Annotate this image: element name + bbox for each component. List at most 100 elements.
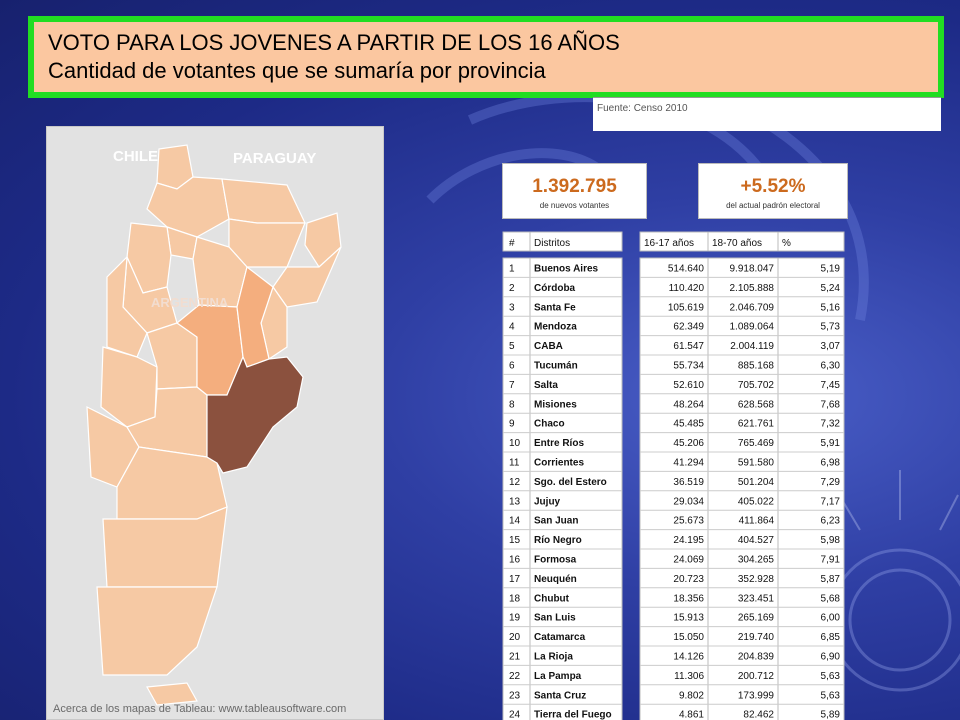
header-18-70: 18-70 años — [712, 238, 762, 249]
row-value-percent: 7,91 — [821, 555, 841, 566]
row-value-16-17: 14.126 — [673, 652, 704, 663]
row-value-percent: 6,85 — [821, 632, 841, 643]
row-value-percent: 6,98 — [821, 458, 841, 469]
row-rank: 20 — [509, 632, 521, 643]
row-value-16-17: 36.519 — [673, 477, 704, 488]
row-value-16-17: 514.640 — [668, 264, 705, 275]
row-value-percent: 5,63 — [821, 690, 841, 701]
row-rank: 6 — [509, 361, 515, 372]
row-value-18-70: 411.864 — [739, 516, 775, 527]
row-rank: 13 — [509, 496, 521, 507]
row-value-percent: 7,68 — [821, 399, 841, 410]
row-rank: 17 — [509, 574, 521, 585]
row-value-18-70: 2.004.119 — [730, 341, 774, 352]
row-value-percent: 6,30 — [821, 361, 841, 372]
row-value-18-70: 501.204 — [738, 477, 775, 488]
table-body-right — [639, 257, 845, 720]
province-chubut — [102, 506, 228, 588]
row-district: San Juan — [534, 516, 578, 527]
row-value-18-70: 304.265 — [738, 555, 775, 566]
row-rank: 16 — [509, 555, 521, 566]
province-map: CHILE PARAGUAY ARGENTINA Acerca de los m… — [46, 126, 384, 720]
table-body-left — [502, 257, 623, 720]
row-district: Tierra del Fuego — [534, 710, 612, 720]
row-district: San Luis — [534, 613, 576, 624]
row-value-16-17: 45.485 — [673, 419, 704, 430]
row-value-16-17: 9.802 — [679, 690, 704, 701]
row-value-16-17: 18.356 — [673, 593, 704, 604]
kpi-new-voters-label: de nuevos votantes — [539, 201, 610, 210]
row-value-18-70: 219.740 — [738, 632, 775, 643]
row-rank: 3 — [509, 302, 515, 313]
header-rank: # — [509, 238, 515, 249]
row-rank: 24 — [509, 710, 521, 720]
row-district: La Rioja — [534, 652, 573, 663]
province-tierra-del-fuego — [146, 682, 198, 706]
header-16-17: 16-17 años — [644, 238, 694, 249]
row-value-percent: 6,00 — [821, 613, 841, 624]
row-value-18-70: 173.999 — [738, 690, 775, 701]
row-value-18-70: 265.169 — [738, 613, 775, 624]
row-value-percent: 7,17 — [821, 496, 841, 507]
row-value-18-70: 621.761 — [738, 419, 775, 430]
row-rank: 9 — [509, 419, 515, 430]
page-title: VOTO PARA LOS JOVENES A PARTIR DE LOS 16… — [48, 30, 620, 55]
map-credit: Acerca de los mapas de Tableau: www.tabl… — [53, 703, 347, 715]
row-rank: 23 — [509, 690, 521, 701]
row-value-18-70: 705.702 — [738, 380, 775, 391]
row-value-18-70: 204.839 — [738, 652, 775, 663]
row-value-18-70: 2.046.709 — [730, 302, 775, 313]
row-district: Misiones — [534, 399, 577, 410]
row-value-16-17: 61.547 — [673, 341, 704, 352]
province-buenos-aires — [206, 355, 304, 474]
row-rank: 19 — [509, 613, 521, 624]
row-value-percent: 7,45 — [821, 380, 841, 391]
row-rank: 11 — [509, 458, 520, 469]
argentina-choropleth-map: CHILE PARAGUAY ARGENTINA — [47, 127, 383, 719]
row-value-16-17: 110.420 — [669, 283, 705, 294]
row-value-18-70: 628.568 — [738, 399, 775, 410]
row-rank: 18 — [509, 593, 521, 604]
row-value-percent: 5,68 — [821, 593, 841, 604]
row-value-percent: 6,90 — [821, 652, 841, 663]
row-value-percent: 7,32 — [821, 419, 841, 430]
row-value-16-17: 24.069 — [673, 555, 704, 566]
row-value-percent: 5,98 — [821, 535, 841, 546]
row-value-percent: 6,23 — [821, 516, 841, 527]
row-district: Córdoba — [534, 283, 576, 294]
row-district: Entre Ríos — [534, 438, 584, 449]
page-subtitle: Cantidad de votantes que se sumaría por … — [48, 58, 546, 83]
kpi-increase-value: +5.52% — [740, 176, 806, 197]
row-district: Buenos Aires — [534, 264, 599, 275]
row-rank: 1 — [509, 264, 515, 275]
source-label: Fuente: Censo 2010 — [597, 103, 688, 114]
row-value-percent: 3,07 — [821, 341, 841, 352]
row-district: Catamarca — [534, 632, 586, 643]
row-value-16-17: 45.206 — [673, 438, 704, 449]
row-value-percent: 5,16 — [821, 302, 841, 313]
row-value-16-17: 25.673 — [673, 516, 704, 527]
row-district: Formosa — [534, 555, 577, 566]
row-value-18-70: 9.918.047 — [730, 264, 775, 275]
row-district: Chubut — [534, 593, 570, 604]
row-value-16-17: 105.619 — [668, 302, 705, 313]
row-district: Salta — [534, 380, 558, 391]
row-value-18-70: 404.527 — [738, 535, 775, 546]
province-santa-cruz — [96, 586, 218, 676]
row-rank: 14 — [509, 516, 521, 527]
row-rank: 10 — [509, 438, 521, 449]
row-rank: 15 — [509, 535, 521, 546]
row-value-16-17: 24.195 — [673, 535, 704, 546]
row-rank: 7 — [509, 380, 515, 391]
row-value-18-70: 885.168 — [738, 361, 775, 372]
row-value-16-17: 52.610 — [673, 380, 704, 391]
kpi-increase-label: del actual padrón electoral — [726, 201, 820, 210]
row-district: Chaco — [534, 419, 565, 430]
header-percent: % — [782, 238, 791, 249]
row-district: Sgo. del Estero — [534, 477, 607, 488]
title-banner: VOTO PARA LOS JOVENES A PARTIR DE LOS 16… — [28, 16, 944, 98]
kpi-increase: +5.52% del actual padrón electoral — [698, 163, 848, 219]
row-rank: 2 — [509, 283, 515, 294]
row-rank: 8 — [509, 399, 515, 410]
row-value-18-70: 352.928 — [738, 574, 775, 585]
